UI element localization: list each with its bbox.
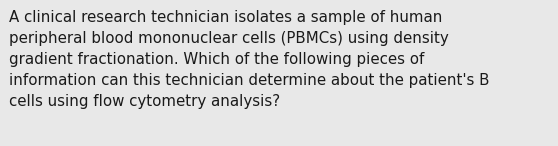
Text: A clinical research technician isolates a sample of human
peripheral blood monon: A clinical research technician isolates … bbox=[9, 10, 489, 109]
